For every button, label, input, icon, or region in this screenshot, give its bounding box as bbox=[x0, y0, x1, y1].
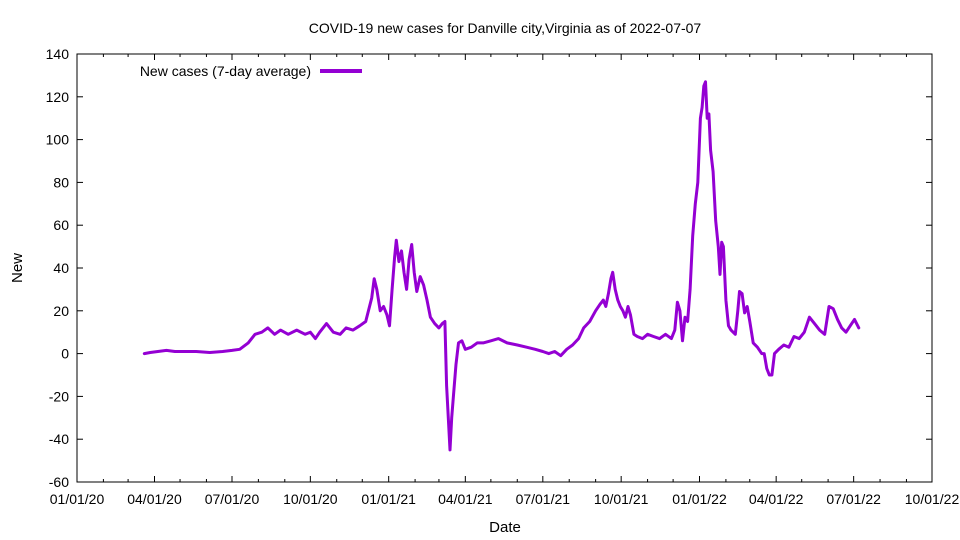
x-ticks: 01/01/20 04/01/20 07/01/20 10/01/20 01/01/21… bbox=[50, 54, 960, 507]
x-tick-label: 04/01/22 bbox=[749, 491, 804, 507]
x-tick-label: 10/01/20 bbox=[283, 491, 338, 507]
y-axis-title: New bbox=[9, 253, 26, 283]
y-tick-label: 100 bbox=[46, 132, 70, 148]
x-tick-label: 04/01/21 bbox=[438, 491, 493, 507]
x-tick-label: 07/01/20 bbox=[205, 491, 260, 507]
legend: New cases (7-day average) bbox=[140, 63, 362, 79]
series-line-new-cases bbox=[142, 80, 861, 452]
chart-title: COVID-19 new cases for Danville city,Vir… bbox=[309, 20, 702, 36]
y-tick-label: 20 bbox=[53, 303, 69, 319]
legend-label: New cases (7-day average) bbox=[140, 63, 311, 79]
x-tick-label: 01/01/21 bbox=[361, 491, 416, 507]
y-tick-label: -40 bbox=[49, 431, 69, 447]
x-tick-label: 10/01/22 bbox=[905, 491, 960, 507]
x-tick-label: 10/01/21 bbox=[594, 491, 649, 507]
y-tick-label: 140 bbox=[46, 46, 70, 62]
y-tick-label: -20 bbox=[49, 388, 69, 404]
x-tick-label: 07/01/22 bbox=[826, 491, 881, 507]
y-tick-label: 0 bbox=[61, 346, 69, 362]
y-tick-label: 60 bbox=[53, 217, 69, 233]
y-tick-label: -60 bbox=[49, 474, 69, 490]
y-tick-label: 120 bbox=[46, 89, 70, 105]
y-tick-label: 80 bbox=[53, 174, 69, 190]
x-tick-label: 07/01/21 bbox=[516, 491, 571, 507]
plot-frame bbox=[76, 53, 933, 483]
x-tick-label: 04/01/20 bbox=[127, 491, 182, 507]
y-tick-label: 40 bbox=[53, 260, 69, 276]
x-axis-title: Date bbox=[489, 519, 521, 536]
x-tick-label: 01/01/22 bbox=[672, 491, 727, 507]
x-tick-label: 01/01/20 bbox=[50, 491, 105, 507]
y-ticks: -60 -40 -20 0 20 40 60 80 100 120 140 bbox=[46, 46, 932, 490]
